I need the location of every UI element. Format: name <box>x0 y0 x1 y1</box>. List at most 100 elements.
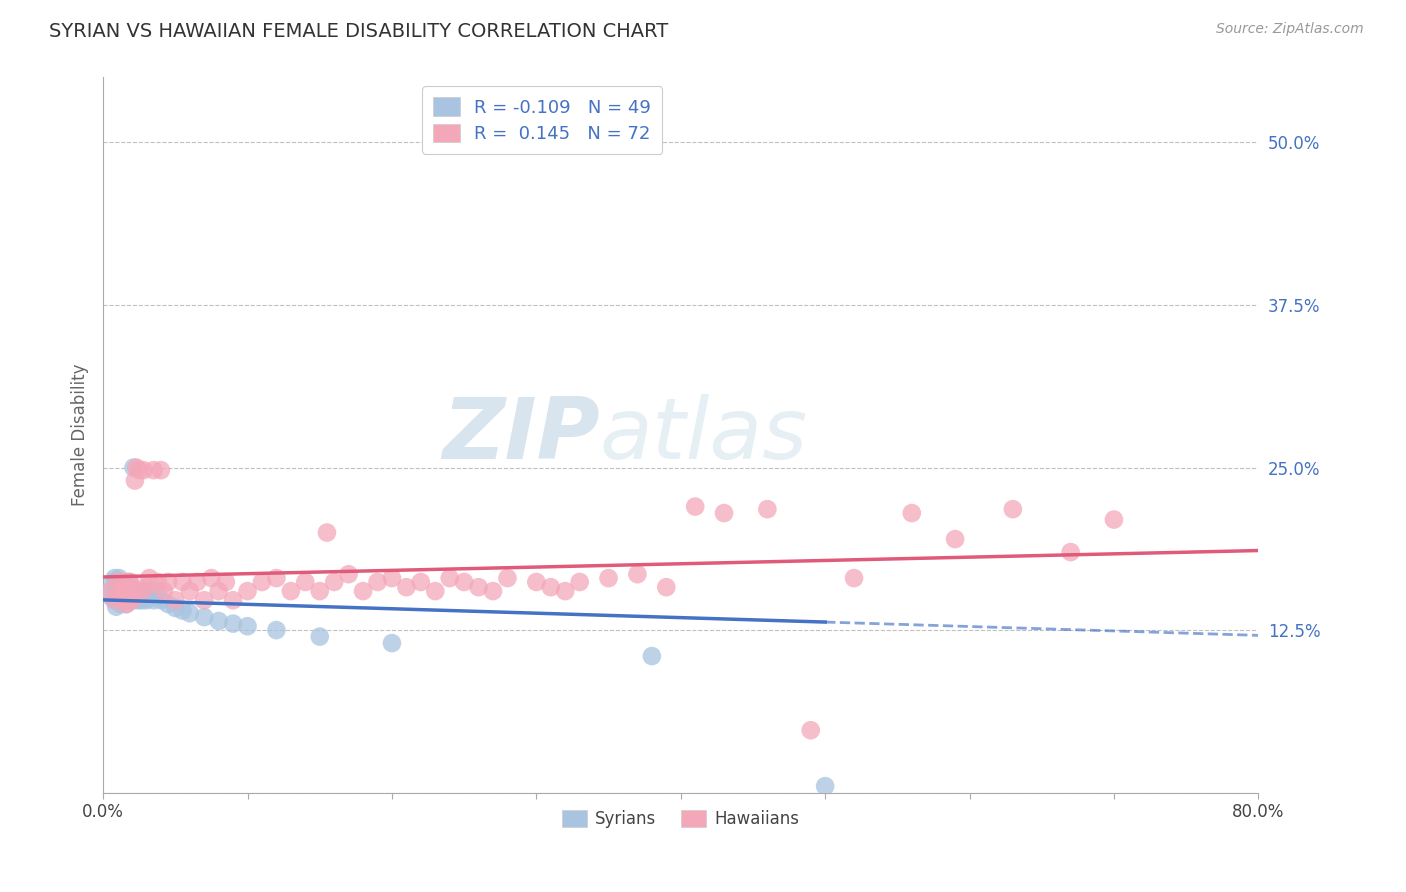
Point <box>112 574 135 589</box>
Point <box>132 463 155 477</box>
Point <box>598 571 620 585</box>
Point <box>439 571 461 585</box>
Point <box>117 574 139 589</box>
Point <box>641 649 664 664</box>
Point <box>105 599 128 614</box>
Point <box>308 584 330 599</box>
Point <box>323 574 346 589</box>
Point <box>900 506 922 520</box>
Point <box>121 593 143 607</box>
Point <box>266 623 288 637</box>
Point <box>655 580 678 594</box>
Point <box>425 584 447 599</box>
Point <box>115 597 138 611</box>
Point <box>138 571 160 585</box>
Point <box>98 584 121 599</box>
Point <box>165 593 187 607</box>
Point <box>105 580 128 594</box>
Point <box>172 604 194 618</box>
Point <box>179 606 201 620</box>
Point <box>842 571 865 585</box>
Point <box>120 574 142 589</box>
Point <box>131 584 153 599</box>
Point <box>215 574 238 589</box>
Point <box>142 593 165 607</box>
Point <box>107 588 129 602</box>
Point <box>308 630 330 644</box>
Point <box>186 574 208 589</box>
Point <box>121 584 143 599</box>
Point <box>814 779 837 793</box>
Point <box>152 584 174 599</box>
Point <box>381 571 404 585</box>
Point <box>98 584 121 599</box>
Point <box>165 601 187 615</box>
Point <box>142 463 165 477</box>
Point <box>112 593 135 607</box>
Point <box>104 593 127 607</box>
Point <box>118 584 141 599</box>
Point <box>107 574 129 589</box>
Point <box>193 610 215 624</box>
Point <box>554 584 576 599</box>
Point <box>110 597 132 611</box>
Point <box>124 474 146 488</box>
Point <box>118 593 141 607</box>
Point <box>208 614 231 628</box>
Point <box>316 525 339 540</box>
Point <box>110 584 132 599</box>
Point <box>381 636 404 650</box>
Point <box>129 584 152 599</box>
Point <box>713 506 735 520</box>
Point <box>568 574 591 589</box>
Point <box>101 591 124 605</box>
Text: ZIP: ZIP <box>443 393 600 476</box>
Point <box>266 571 288 585</box>
Point <box>467 580 489 594</box>
Point <box>122 584 145 599</box>
Point <box>453 574 475 589</box>
Point <box>1102 512 1125 526</box>
Point <box>222 593 245 607</box>
Point <box>111 588 134 602</box>
Point <box>157 597 180 611</box>
Point <box>800 723 823 738</box>
Point <box>114 584 136 599</box>
Point <box>108 593 131 607</box>
Text: Source: ZipAtlas.com: Source: ZipAtlas.com <box>1216 22 1364 37</box>
Point <box>294 574 316 589</box>
Point <box>122 460 145 475</box>
Point <box>124 593 146 607</box>
Point <box>125 584 148 599</box>
Point <box>111 593 134 607</box>
Point <box>208 584 231 599</box>
Point <box>146 584 169 599</box>
Point <box>482 584 505 599</box>
Point <box>146 574 169 589</box>
Point <box>149 463 172 477</box>
Point <box>280 584 302 599</box>
Point <box>117 580 139 594</box>
Point <box>236 619 259 633</box>
Point <box>172 574 194 589</box>
Point <box>114 577 136 591</box>
Point <box>626 567 648 582</box>
Point <box>366 574 388 589</box>
Point <box>120 593 142 607</box>
Point <box>337 567 360 582</box>
Point <box>496 571 519 585</box>
Point <box>131 593 153 607</box>
Point <box>104 593 127 607</box>
Point <box>1001 502 1024 516</box>
Point <box>1059 545 1081 559</box>
Point <box>200 571 222 585</box>
Point <box>157 574 180 589</box>
Point <box>540 580 562 594</box>
Text: atlas: atlas <box>600 393 808 476</box>
Point <box>193 593 215 607</box>
Point <box>108 571 131 585</box>
Point <box>135 580 157 594</box>
Point <box>128 463 150 477</box>
Point <box>107 574 129 589</box>
Point <box>236 584 259 599</box>
